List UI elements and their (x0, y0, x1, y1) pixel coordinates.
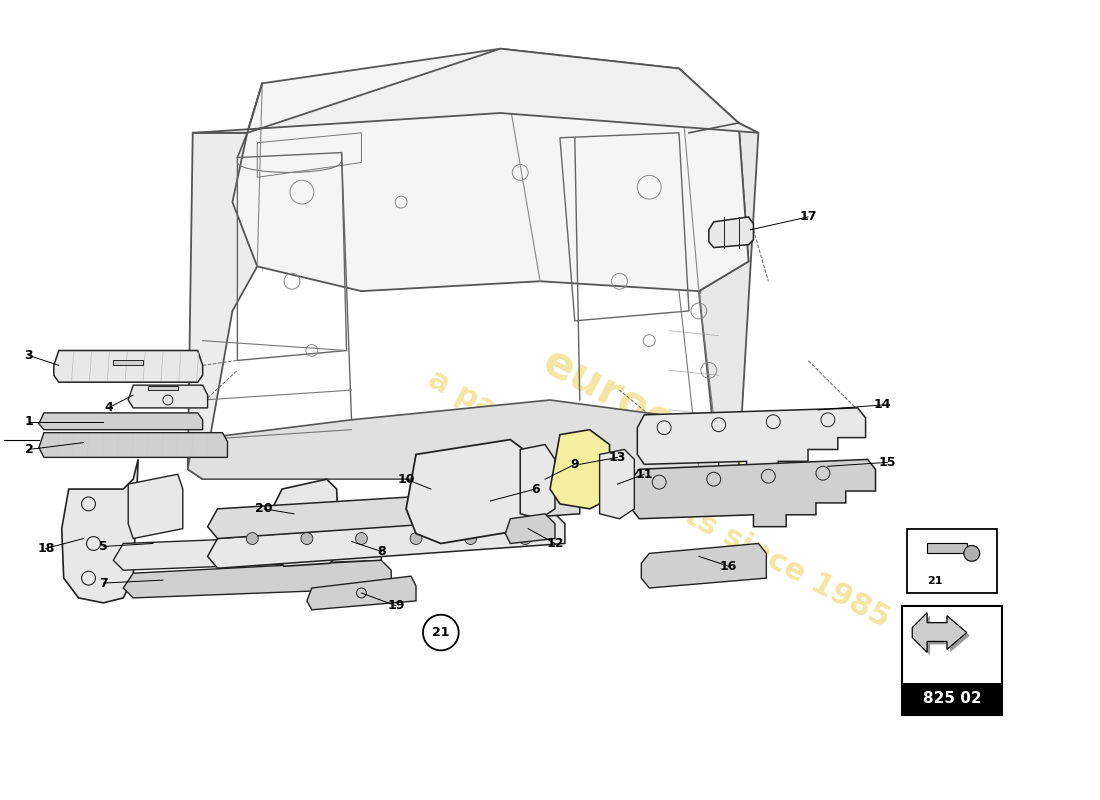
Text: 11: 11 (636, 468, 653, 481)
Polygon shape (698, 123, 758, 479)
Text: 19: 19 (387, 599, 405, 612)
Polygon shape (113, 361, 143, 366)
Polygon shape (915, 616, 970, 655)
Polygon shape (129, 474, 183, 538)
Polygon shape (148, 386, 178, 390)
Polygon shape (908, 529, 997, 593)
Text: 14: 14 (873, 398, 891, 411)
Polygon shape (631, 459, 876, 526)
Polygon shape (550, 430, 609, 509)
Polygon shape (113, 534, 382, 570)
Text: 12: 12 (547, 537, 563, 550)
Text: 17: 17 (800, 210, 817, 223)
Polygon shape (520, 445, 556, 518)
Text: 4: 4 (104, 402, 112, 414)
Polygon shape (927, 543, 967, 554)
Polygon shape (708, 217, 754, 248)
Polygon shape (39, 413, 202, 430)
Polygon shape (123, 560, 392, 598)
Text: 21: 21 (927, 576, 943, 586)
Polygon shape (406, 439, 540, 543)
Polygon shape (272, 479, 340, 566)
Text: 3: 3 (24, 349, 33, 362)
Text: 20: 20 (255, 502, 273, 515)
Circle shape (964, 546, 980, 562)
Polygon shape (54, 350, 202, 382)
Polygon shape (192, 49, 758, 133)
Text: 1: 1 (24, 415, 33, 428)
Polygon shape (641, 543, 767, 588)
Polygon shape (129, 385, 208, 408)
Polygon shape (62, 459, 139, 603)
Text: 15: 15 (879, 456, 896, 469)
Polygon shape (188, 83, 262, 479)
Polygon shape (600, 450, 635, 518)
Polygon shape (208, 487, 580, 538)
Polygon shape (505, 514, 556, 543)
Text: 13: 13 (608, 451, 626, 464)
Text: a passion for parts since 1985: a passion for parts since 1985 (424, 364, 895, 634)
Circle shape (246, 533, 258, 545)
Text: 6: 6 (531, 482, 539, 495)
Circle shape (464, 533, 476, 545)
Polygon shape (637, 408, 866, 474)
Polygon shape (232, 49, 748, 291)
Polygon shape (208, 514, 565, 568)
Circle shape (519, 533, 531, 545)
Circle shape (301, 533, 312, 545)
Polygon shape (902, 683, 1002, 714)
Polygon shape (902, 606, 1002, 714)
Text: 9: 9 (571, 458, 579, 471)
Polygon shape (39, 433, 228, 458)
Text: 2: 2 (24, 443, 33, 456)
Text: eurocarbres: eurocarbres (535, 339, 823, 520)
Text: 7: 7 (99, 577, 108, 590)
Text: 16: 16 (719, 560, 737, 573)
Text: 10: 10 (397, 473, 415, 486)
Text: 18: 18 (37, 542, 55, 555)
Polygon shape (307, 576, 416, 610)
Circle shape (355, 533, 367, 545)
Polygon shape (188, 400, 718, 479)
Text: 5: 5 (99, 540, 108, 553)
Text: 8: 8 (377, 545, 386, 558)
Text: 21: 21 (432, 626, 450, 639)
Circle shape (410, 533, 422, 545)
Text: 825 02: 825 02 (923, 691, 981, 706)
Polygon shape (912, 613, 967, 652)
Circle shape (424, 614, 459, 650)
